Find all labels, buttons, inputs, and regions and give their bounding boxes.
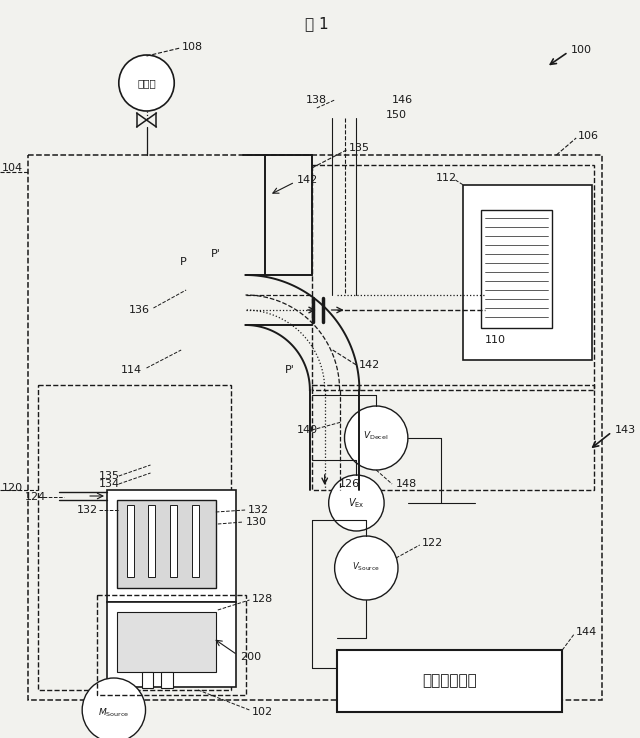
Text: 150: 150 [386,110,407,120]
Bar [127,505,134,577]
Bar [107,490,236,602]
Text: P: P [180,257,187,267]
Text: 132: 132 [77,505,99,515]
Text: 200: 200 [241,652,262,662]
Text: 148: 148 [396,479,417,489]
Text: $M_{\rm Source}$: $M_{\rm Source}$ [98,707,129,720]
Bar [117,500,216,588]
Bar [312,165,594,390]
Bar [97,595,246,695]
Text: 146: 146 [392,95,413,105]
Bar [38,385,230,690]
Text: 143: 143 [615,425,636,435]
Text: 120: 120 [2,483,23,493]
Text: 128: 128 [252,594,273,604]
Text: 140: 140 [297,425,318,435]
Text: $V_{\rm Source}$: $V_{\rm Source}$ [353,561,380,573]
Text: 124: 124 [25,492,46,502]
Bar [337,650,563,712]
Text: 135: 135 [99,471,120,481]
Bar [170,505,177,577]
Bar [161,672,173,688]
Text: 102: 102 [252,707,273,717]
Bar [192,505,199,577]
Bar [28,155,602,700]
Text: 114: 114 [121,365,142,375]
Bar [148,505,156,577]
Bar [312,385,594,490]
Circle shape [119,55,174,111]
Circle shape [82,678,145,738]
Text: 134: 134 [99,479,120,489]
Text: 144: 144 [576,627,597,637]
Text: 136: 136 [129,305,150,315]
Bar [107,602,236,687]
Text: P': P' [211,249,221,259]
Text: 110: 110 [485,335,506,345]
Text: 132: 132 [248,505,269,515]
Text: 142: 142 [297,175,318,185]
Text: 138: 138 [306,95,328,105]
Text: 図 1: 図 1 [305,16,328,31]
Text: 112: 112 [436,173,458,183]
Text: 135: 135 [348,143,369,153]
Text: 142: 142 [358,360,380,370]
Text: 100: 100 [572,45,592,55]
Text: $V_{\rm Decel}$: $V_{\rm Decel}$ [364,430,389,442]
Circle shape [329,475,384,531]
Text: 130: 130 [246,517,266,527]
Text: ポンプ: ポンプ [137,78,156,88]
Circle shape [335,536,398,600]
Bar [117,612,216,672]
Text: 108: 108 [182,42,204,52]
Text: 122: 122 [422,538,443,548]
Bar [141,672,154,688]
Text: 106: 106 [578,131,599,141]
Text: $V_{\rm Ex}$: $V_{\rm Ex}$ [348,496,365,510]
Text: コントローラ: コントローラ [422,674,477,689]
Text: 104: 104 [2,163,23,173]
Text: P': P' [285,365,295,375]
Bar [481,210,552,328]
Bar [463,185,592,360]
Text: 126: 126 [339,479,360,489]
Circle shape [344,406,408,470]
